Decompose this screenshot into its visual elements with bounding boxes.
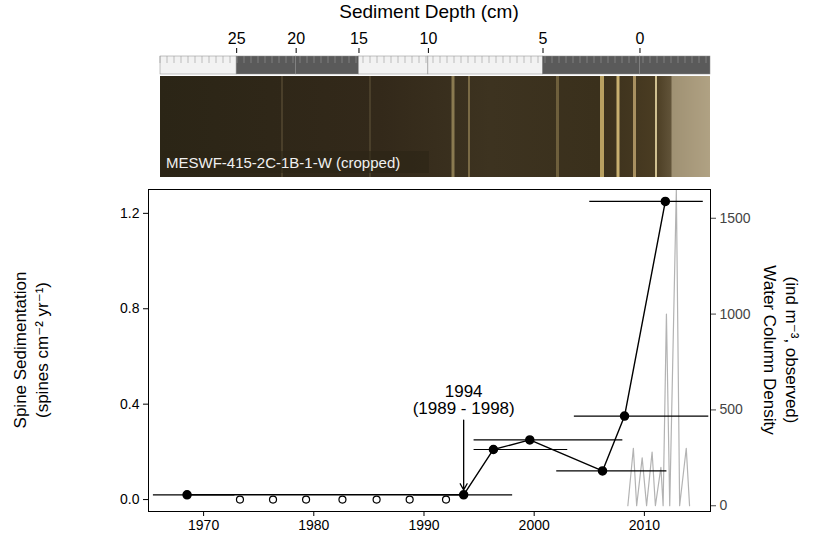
svg-text:1970: 1970 bbox=[188, 517, 219, 533]
svg-text:1000: 1000 bbox=[720, 306, 751, 322]
svg-text:2010: 2010 bbox=[629, 517, 660, 533]
svg-text:(ind m⁻³, observed): (ind m⁻³, observed) bbox=[782, 277, 801, 424]
svg-text:0.4: 0.4 bbox=[120, 396, 140, 412]
svg-text:1.2: 1.2 bbox=[120, 205, 140, 221]
html-text:Sediment Depth (cm): Sediment Depth (cm) bbox=[339, 1, 519, 22]
svg-text:20: 20 bbox=[287, 30, 305, 47]
svg-text:5: 5 bbox=[539, 30, 548, 47]
svg-text:MESWF-415-2C-1B-1-W (cropped): MESWF-415-2C-1B-1-W (cropped) bbox=[166, 154, 400, 171]
svg-text:(spines cm⁻² yr⁻¹): (spines cm⁻² yr⁻¹) bbox=[33, 282, 52, 418]
svg-text:25: 25 bbox=[228, 30, 246, 47]
svg-text:1500: 1500 bbox=[720, 210, 751, 226]
svg-text:10: 10 bbox=[419, 30, 437, 47]
svg-text:0: 0 bbox=[720, 497, 728, 513]
svg-text:15: 15 bbox=[350, 30, 368, 47]
svg-text:0.0: 0.0 bbox=[120, 491, 140, 507]
svg-text:0.8: 0.8 bbox=[120, 300, 140, 316]
svg-text:1980: 1980 bbox=[298, 517, 329, 533]
svg-text:2000: 2000 bbox=[519, 517, 550, 533]
svg-text:1990: 1990 bbox=[408, 517, 439, 533]
svg-text:500: 500 bbox=[720, 401, 744, 417]
svg-text:0: 0 bbox=[636, 30, 645, 47]
svg-text:1994(1989 - 1998): 1994(1989 - 1998) bbox=[413, 382, 515, 418]
svg-text:Spine Sedimentation: Spine Sedimentation bbox=[11, 272, 30, 429]
svg-text:Water Column Density: Water Column Density bbox=[760, 265, 779, 435]
